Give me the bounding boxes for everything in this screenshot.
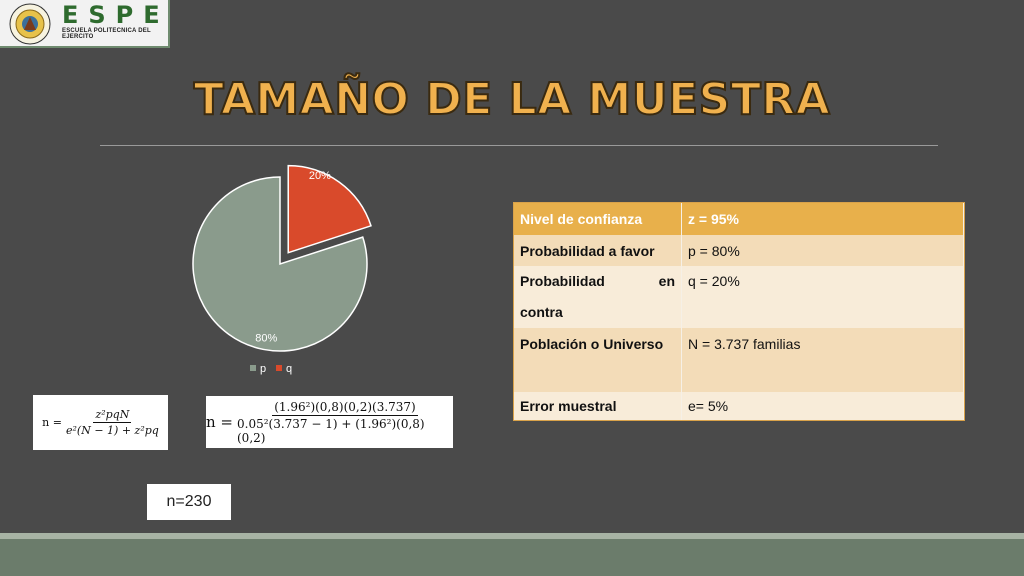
table-key: Error muestral [514, 392, 682, 420]
table-value: z = 95% [681, 203, 964, 235]
table-key: Población o Universo [514, 328, 682, 392]
slide-title: TAMAÑO DE LA MUESTRA [193, 73, 831, 126]
table-key-word: contra [520, 304, 563, 320]
general-formula: n = z²pqN e²(N − 1) + z²pq [33, 395, 168, 450]
formula-lhs: n = [42, 416, 62, 429]
legend-label: p [260, 363, 266, 375]
formula-denominator: 0.05²(3.737 − 1) + (1.96²)(0,8)(0,2) [237, 416, 425, 445]
formula-numerator: z²pqN [93, 408, 132, 423]
table-value: q = 20% [681, 266, 964, 328]
pie-chart: 80% 20% p q [192, 164, 372, 375]
table-row: Error muestral e= 5% [514, 392, 964, 420]
pie-slice-q [287, 164, 372, 254]
brand-name: ESPE [62, 1, 170, 29]
brand-subtitle: ESCUELA POLITECNICA DEL EJERCITO [62, 28, 151, 40]
table-value: e= 5% [681, 392, 964, 420]
title-divider [100, 145, 938, 146]
formula-lhs: n = [206, 413, 233, 431]
table-row: Probabilidad en contra q = 20% [514, 266, 964, 328]
parameters-table: Nivel de confianza z = 95% Probabilidad … [514, 203, 964, 420]
table-key: Probabilidad en contra [514, 266, 682, 328]
footer-band [0, 533, 1024, 576]
table-row: Población o Universo N = 3.737 familias [514, 328, 964, 392]
table-value: p = 80% [681, 235, 964, 266]
formula-fraction: z²pqN e²(N − 1) + z²pq [66, 408, 159, 437]
espe-seal-icon [9, 3, 51, 45]
table-key: Nivel de confianza [514, 203, 682, 235]
applied-formula: n = (1.96²)(0,8)(0,2)(3.737) 0.05²(3.737… [206, 396, 453, 448]
logo-banner: ESPE ESCUELA POLITECNICA DEL EJERCITO [0, 0, 170, 48]
legend-label: q [286, 363, 292, 375]
pie-data-label: 20% [309, 170, 331, 182]
pie-slice-p [192, 176, 368, 352]
formula-numerator: (1.96²)(0,8)(0,2)(3.737) [272, 399, 418, 416]
table-key-word: Probabilidad [520, 273, 605, 289]
table-row: Nivel de confianza z = 95% [514, 203, 964, 235]
table-key: Probabilidad a favor [514, 235, 682, 266]
legend-swatch [276, 365, 282, 371]
formula-fraction: (1.96²)(0,8)(0,2)(3.737) 0.05²(3.737 − 1… [237, 400, 453, 445]
legend-swatch [250, 365, 256, 371]
sample-size-result: n=230 [147, 484, 231, 520]
pie-data-label: 80% [255, 333, 277, 345]
table-key-word: en [658, 273, 675, 289]
table-row: Probabilidad a favor p = 80% [514, 235, 964, 266]
table-value: N = 3.737 familias [681, 328, 964, 392]
formula-denominator: e²(N − 1) + z²pq [65, 424, 159, 437]
